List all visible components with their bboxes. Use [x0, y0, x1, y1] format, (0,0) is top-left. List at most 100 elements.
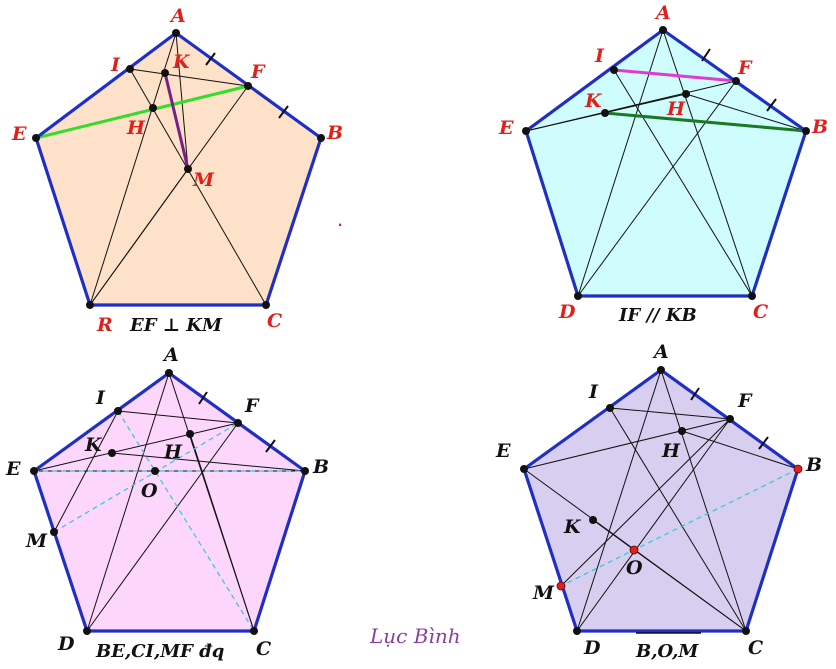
panel-3-label-b: B — [312, 456, 329, 478]
panel-4-line-bm — [560, 468, 799, 587]
panel-2-caption: IF // KB — [618, 305, 697, 326]
panel-3-tick-af — [198, 391, 208, 405]
panel-3-label-f: F — [244, 395, 260, 417]
panel-4: A B C D E F I K H O M B,O,M — [495, 341, 822, 662]
panel-4-label-o: O — [626, 557, 643, 579]
panel-3-label-k: K — [84, 434, 103, 456]
panel-1-point-k — [161, 69, 169, 77]
panel-2-segment-kb — [604, 111, 807, 133]
panel-4-point-d — [573, 627, 581, 635]
panel-1-point-m — [184, 165, 192, 173]
panel-2-label-k: K — [584, 90, 603, 112]
panel-4-label-d: D — [583, 637, 601, 659]
panel-4-tick-af — [690, 387, 700, 401]
panel-4-points — [520, 366, 750, 635]
panel-2-construction-lines — [525, 29, 807, 297]
panel-4-point-h — [678, 427, 686, 435]
panel-2-label-c: C — [753, 301, 768, 323]
panel-3-point-b — [301, 467, 309, 475]
panel-4-pentagon-fill — [524, 370, 798, 631]
signature: Lục Bình — [369, 624, 461, 648]
panel-1-point-h — [149, 104, 157, 112]
panel-3-point-h — [186, 430, 194, 438]
panel-1-label-i: I — [110, 54, 121, 76]
panel-4-label-i: I — [588, 381, 599, 403]
panel-3-label-m: M — [25, 530, 48, 552]
panel-1-pentagon-outline — [34, 31, 323, 307]
panel-4-point-i — [606, 404, 614, 412]
panel-3-label-d: D — [57, 633, 75, 655]
panel-3-label-a: A — [162, 344, 179, 366]
panel-2-segment-if — [613, 68, 737, 83]
panel-4-label-a: A — [652, 341, 669, 363]
panel-4-point-f — [726, 415, 734, 423]
panel-1-point-b — [317, 134, 325, 142]
panel-4-caption: B,O,M — [635, 641, 699, 662]
panel-2-label-d: D — [558, 301, 576, 323]
panel-4-label-h: H — [661, 440, 681, 462]
panel-3-dashed-lines — [34, 410, 305, 632]
panel-3-point-f — [234, 419, 242, 427]
panel-2-pentagon-fill — [526, 30, 806, 296]
panel-1-label-e: E — [11, 123, 27, 145]
panel-1-tick-fb — [278, 105, 289, 119]
panel-2-pentagon-outline — [524, 28, 808, 298]
panel-2-label-i: I — [594, 45, 605, 67]
panel-1-point-a — [172, 29, 180, 37]
panel-1-points — [32, 29, 325, 309]
panel-2-point-b — [802, 127, 810, 135]
panel-2-label-h: H — [666, 98, 686, 120]
panel-4-point-a — [657, 366, 665, 374]
panel-4-pentagon-outline — [522, 368, 800, 633]
panel-4-point-m — [556, 581, 566, 591]
panel-3-pentagon-fill — [34, 373, 305, 631]
stray-mark: . — [337, 206, 343, 231]
panel-4-point-c — [742, 627, 750, 635]
panel-2-label-b: B — [811, 116, 828, 138]
panel-3-point-c — [250, 627, 258, 635]
panel-3-label-e: E — [5, 458, 21, 480]
panel-1-label-a: A — [169, 5, 186, 27]
panel-2-label-e: E — [498, 117, 514, 139]
panel-3-point-d — [83, 627, 91, 635]
panel-4-point-b — [793, 464, 803, 474]
panel-4-label-b: B — [805, 454, 822, 476]
panel-2-tick-fb — [766, 98, 777, 112]
panel-3-point-k — [108, 449, 116, 457]
panel-1-point-e — [32, 134, 40, 142]
panel-4-label-e: E — [495, 440, 511, 462]
panel-4-label-m: M — [532, 582, 555, 604]
panel-2-label-a: A — [654, 2, 671, 24]
panel-2-points — [522, 26, 810, 300]
panel-3-point-a — [165, 369, 173, 377]
panel-2-point-c — [748, 292, 756, 300]
panel-3-point-o — [151, 467, 159, 475]
panel-3-label-o: O — [141, 480, 158, 502]
panel-1-point-c — [262, 301, 270, 309]
panel-1-label-b: B — [326, 122, 343, 144]
panel-4-point-k — [589, 516, 597, 524]
panel-1-pentagon-fill — [36, 33, 321, 305]
panel-3-caption: BE,CI,MF đq — [95, 641, 224, 662]
panel-1-tick-af — [205, 52, 216, 66]
panel-3-pentagon-outline — [32, 371, 307, 633]
panel-3: A B C D E F I K H O M BE,CI,MF đq — [5, 344, 329, 662]
panel-1-label-c: C — [267, 310, 282, 332]
panel-4-label-f: F — [737, 390, 753, 412]
panel-3-point-m — [50, 528, 58, 536]
panel-1-point-f — [244, 82, 252, 90]
panel-3-label-c: C — [256, 638, 271, 660]
panel-3-points — [30, 369, 309, 635]
panel-3-label-h: H — [163, 441, 183, 463]
panel-2-point-h — [682, 90, 690, 98]
panel-3-point-e — [30, 467, 38, 475]
panel-3-label-i: I — [95, 387, 106, 409]
panel-4-red-points — [556, 464, 803, 591]
panel-1-label-k: K — [172, 51, 191, 73]
panel-4-label-c: C — [748, 637, 763, 659]
panel-4-label-k: K — [563, 516, 582, 538]
panel-3-tick-fb — [265, 439, 276, 453]
panel-4-tick-fb — [758, 436, 769, 450]
